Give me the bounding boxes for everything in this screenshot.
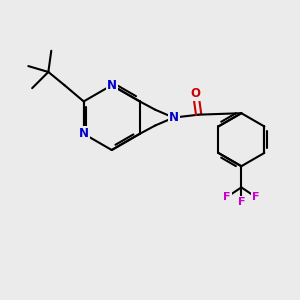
Text: F: F	[238, 197, 245, 207]
Text: N: N	[107, 79, 117, 92]
Text: F: F	[252, 192, 259, 202]
Text: N: N	[79, 127, 89, 140]
Text: N: N	[169, 111, 178, 124]
Text: F: F	[224, 192, 231, 202]
Text: O: O	[191, 87, 201, 100]
